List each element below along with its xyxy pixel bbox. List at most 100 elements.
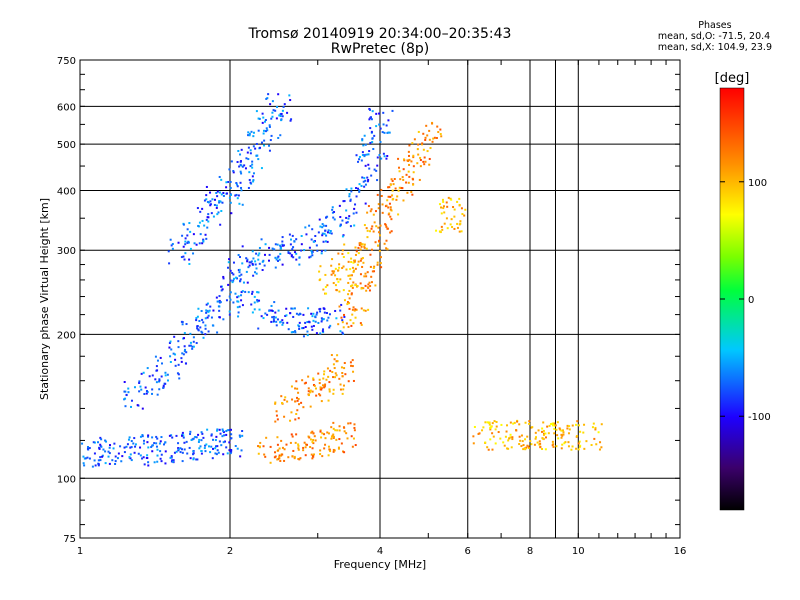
- echo-point: [341, 321, 344, 324]
- echo-point: [168, 346, 171, 349]
- echo-point: [408, 158, 411, 161]
- echo-point: [360, 245, 363, 248]
- echo-point: [210, 434, 213, 437]
- echo-point: [341, 375, 344, 378]
- echo-point: [245, 157, 248, 160]
- echo-point: [146, 441, 149, 444]
- echo-point: [369, 265, 372, 268]
- echo-point: [154, 355, 157, 358]
- echo-point: [102, 448, 105, 451]
- echo-point: [295, 380, 298, 383]
- echo-point: [331, 206, 334, 209]
- echo-point: [302, 335, 305, 338]
- echo-point: [147, 461, 150, 464]
- echo-point: [192, 450, 195, 453]
- echo-point: [377, 203, 380, 206]
- x-tick-label: 4: [377, 546, 383, 557]
- echo-point: [205, 309, 208, 312]
- echo-point: [372, 213, 375, 216]
- echo-point: [180, 357, 183, 360]
- echo-point: [490, 425, 493, 428]
- echo-point: [205, 237, 208, 240]
- echo-point: [277, 309, 280, 312]
- echo-point: [277, 255, 280, 258]
- echo-point: [84, 457, 87, 460]
- echo-point: [375, 112, 378, 115]
- echo-point: [526, 444, 529, 447]
- echo-point: [246, 260, 249, 263]
- echo-point: [200, 309, 203, 312]
- echo-point: [97, 441, 100, 444]
- echo-point: [397, 157, 400, 160]
- echo-point: [361, 257, 364, 260]
- echo-point: [262, 259, 265, 262]
- echo-point: [358, 158, 361, 161]
- echo-point: [543, 432, 546, 435]
- echo-point: [358, 242, 361, 245]
- echo-point: [201, 318, 204, 321]
- echo-point: [368, 281, 371, 284]
- echo-point: [304, 443, 307, 446]
- echo-point: [561, 443, 564, 446]
- echo-point: [142, 371, 145, 374]
- echo-point: [378, 112, 381, 115]
- echo-point: [354, 267, 357, 270]
- echo-point: [307, 387, 310, 390]
- echo-point: [332, 388, 335, 391]
- echo-point: [554, 424, 557, 427]
- echo-point: [329, 369, 332, 372]
- echo-point: [189, 341, 192, 344]
- echo-point: [533, 443, 536, 446]
- echo-point: [134, 443, 137, 446]
- echo-point: [290, 385, 293, 388]
- echo-point: [372, 266, 375, 269]
- echo-point: [222, 441, 225, 444]
- echo-point: [324, 437, 327, 440]
- echo-point: [214, 452, 217, 455]
- echo-point: [364, 164, 367, 167]
- echo-point: [367, 283, 370, 286]
- echo-point: [230, 160, 233, 163]
- echo-point: [264, 130, 267, 133]
- echo-point: [227, 180, 230, 183]
- echo-point: [464, 208, 467, 211]
- echo-point: [249, 149, 252, 152]
- echo-point: [192, 252, 195, 255]
- echo-point: [350, 292, 353, 295]
- echo-point: [202, 436, 205, 439]
- echo-point: [188, 262, 191, 265]
- echo-point: [334, 274, 337, 277]
- echo-point: [386, 154, 389, 157]
- echo-point: [276, 259, 279, 262]
- echo-point: [199, 445, 202, 448]
- echo-point: [88, 457, 91, 460]
- echo-point: [337, 269, 340, 272]
- echo-point: [219, 432, 222, 435]
- echo-point: [128, 436, 131, 439]
- echo-point: [263, 144, 266, 147]
- echo-point: [264, 120, 267, 123]
- echo-point: [192, 345, 195, 348]
- echo-point: [392, 197, 395, 200]
- echo-point: [553, 422, 556, 425]
- echo-point: [225, 186, 228, 189]
- echo-point: [291, 307, 294, 310]
- echo-point: [390, 230, 393, 233]
- echo-point: [209, 200, 212, 203]
- echo-point: [324, 286, 327, 289]
- echo-point: [240, 148, 243, 151]
- echo-point: [378, 239, 381, 242]
- echo-point: [320, 388, 323, 391]
- echo-point: [318, 393, 321, 396]
- echo-point: [186, 452, 189, 455]
- echo-point: [279, 252, 282, 255]
- echo-point: [304, 454, 307, 457]
- echo-point: [544, 436, 547, 439]
- echo-point: [280, 112, 283, 115]
- echo-point: [321, 329, 324, 332]
- echo-point: [362, 144, 365, 147]
- echo-point: [188, 344, 191, 347]
- echo-point: [456, 222, 459, 225]
- echo-point: [460, 230, 463, 233]
- echo-point: [290, 411, 293, 414]
